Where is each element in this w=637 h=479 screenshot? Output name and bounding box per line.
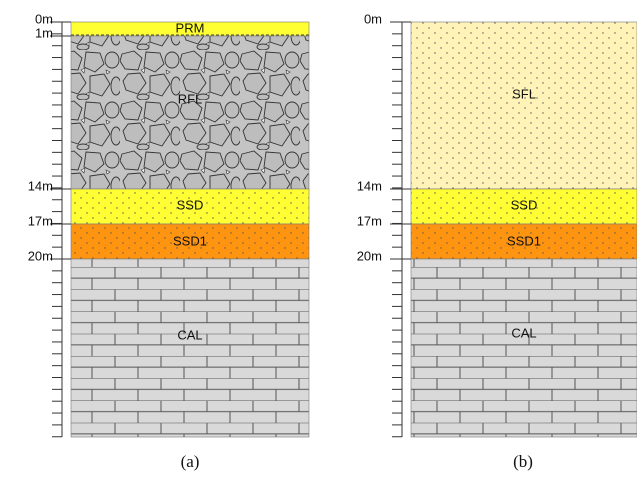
- depth-label: 14m: [28, 178, 53, 193]
- layer-label: SSD1: [173, 233, 207, 248]
- soil-layer: [71, 259, 309, 437]
- depth-label: 20m: [28, 248, 53, 263]
- layer-label: SFL: [512, 86, 536, 101]
- soil-layer: [71, 36, 309, 189]
- layer-label: SSD: [177, 197, 204, 212]
- layer-label: PRM: [176, 20, 205, 35]
- layer-label: SSD1: [507, 233, 541, 248]
- panel-label: (b): [513, 452, 533, 471]
- depth-label: 20m: [357, 248, 382, 263]
- panel: SFL SSD SSD1 CAL 0m 14m 17m 20m (b): [357, 11, 637, 470]
- layer-label: RFL: [178, 91, 203, 106]
- depth-label: 0m: [364, 11, 382, 26]
- depth-label: 14m: [357, 178, 382, 193]
- soil-layer: [411, 259, 637, 437]
- depth-label: 17m: [28, 213, 53, 228]
- panel-label: (a): [181, 452, 200, 471]
- soil-profiles: PRMRFLSSDSSD1CAL0m1m14m17m20m(a)SFLSSDSS…: [0, 0, 637, 479]
- depth-label: 1m: [35, 25, 53, 40]
- layer-label: SSD: [511, 197, 538, 212]
- depth-label: 0m: [35, 11, 53, 26]
- layer-label: CAL: [177, 327, 202, 342]
- layer-texture: [411, 22, 637, 189]
- depth-label: 17m: [357, 213, 382, 228]
- layer-label: CAL: [511, 325, 536, 340]
